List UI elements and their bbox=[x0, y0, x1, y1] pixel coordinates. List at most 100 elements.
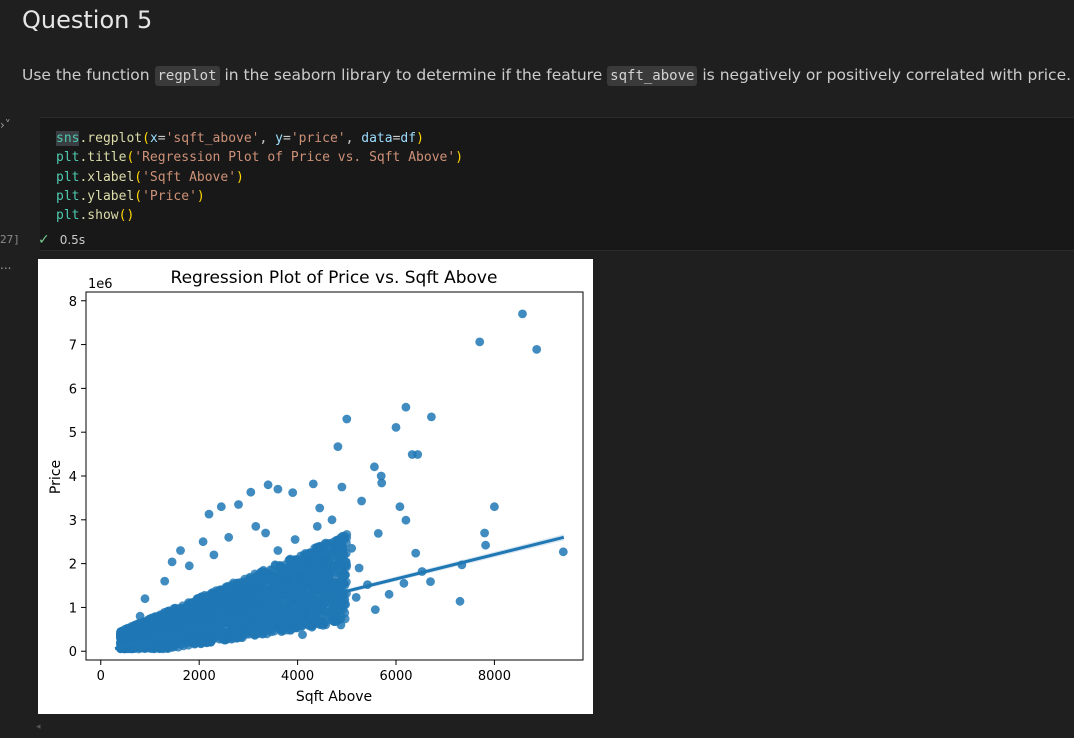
scatter-point bbox=[284, 610, 294, 620]
scatter-point bbox=[480, 528, 489, 538]
instruction-part-2: in the seaborn library to determine if t… bbox=[219, 66, 608, 84]
scatter-point bbox=[370, 462, 379, 472]
scatter-point bbox=[310, 548, 320, 558]
scatter-point bbox=[214, 607, 224, 617]
scatter-point bbox=[263, 480, 273, 490]
execution-count: 27] bbox=[0, 233, 20, 246]
scatter-point bbox=[167, 616, 177, 625]
scatter-point bbox=[337, 482, 347, 492]
instruction-part-3: is negatively or positively correlated w… bbox=[697, 66, 1072, 84]
code-token: .ylabel bbox=[79, 188, 135, 204]
scatter-point bbox=[327, 515, 337, 525]
scatter-point bbox=[322, 546, 331, 556]
scatter-point bbox=[171, 604, 181, 613]
scatter-point bbox=[238, 628, 247, 638]
scatter-point bbox=[273, 590, 283, 600]
scatter-point bbox=[490, 502, 499, 512]
scatter-point bbox=[253, 629, 262, 639]
scatter-point bbox=[427, 412, 436, 422]
collapse-toggle-icon[interactable]: ›˅ bbox=[0, 118, 11, 132]
scatter-point bbox=[219, 629, 229, 638]
scatter-point bbox=[273, 484, 283, 494]
scatter-point bbox=[208, 591, 217, 601]
execution-status: ✓ 0.5s bbox=[38, 232, 85, 248]
scatter-point bbox=[185, 604, 195, 614]
scatter-point bbox=[158, 613, 168, 622]
x-tick-label: 8000 bbox=[478, 669, 511, 684]
scatter-point bbox=[216, 502, 226, 512]
x-tick-label: 0 bbox=[97, 669, 105, 684]
scatter-point bbox=[263, 617, 272, 627]
scatter-point bbox=[128, 627, 138, 636]
scatter-point bbox=[134, 633, 144, 643]
code-token: .show bbox=[79, 208, 119, 224]
scatter-point bbox=[329, 600, 339, 609]
scatter-point bbox=[273, 546, 283, 555]
scatter-point bbox=[333, 442, 343, 451]
scatter-point bbox=[148, 617, 157, 627]
code-cell[interactable]: sns.regplot(x='sqft_above', y='price', d… bbox=[40, 117, 1074, 251]
code-token: plt bbox=[56, 188, 80, 204]
scatter-point bbox=[140, 594, 150, 604]
scatter-point bbox=[328, 541, 338, 550]
scatter-point bbox=[201, 597, 211, 607]
scatter-point bbox=[297, 556, 307, 565]
y-tick-label: 1 bbox=[69, 601, 77, 616]
scatter-point bbox=[259, 565, 268, 575]
scatter-point bbox=[240, 587, 250, 597]
code-token: plt bbox=[56, 169, 80, 185]
instruction-text: Use the function regplot in the seaborn … bbox=[22, 63, 1071, 88]
code-editor[interactable]: sns.regplot(x='sqft_above', y='price', d… bbox=[56, 131, 464, 224]
scatter-point bbox=[373, 529, 383, 538]
x-tick-label: 4000 bbox=[281, 669, 314, 684]
y-tick-label: 7 bbox=[69, 339, 77, 354]
code-token: .xlabel bbox=[79, 169, 135, 185]
code-token: 'Sqft Above' bbox=[142, 169, 237, 185]
scatter-point bbox=[395, 502, 405, 512]
scatter-point bbox=[304, 566, 313, 575]
scatter-point bbox=[246, 487, 256, 497]
scatter-point bbox=[198, 537, 208, 547]
check-icon: ✓ bbox=[38, 232, 50, 248]
question-heading: Question 5 bbox=[22, 6, 153, 34]
scatter-point bbox=[151, 642, 160, 651]
scatter-point bbox=[117, 626, 127, 636]
scatter-point bbox=[252, 587, 262, 597]
y-tick-label: 6 bbox=[69, 382, 77, 397]
output-more-icon[interactable]: ... bbox=[0, 258, 12, 272]
regression-line-group bbox=[114, 534, 565, 651]
scatter-point bbox=[315, 585, 324, 595]
scatter-point bbox=[327, 577, 337, 587]
scatter-point bbox=[336, 620, 346, 630]
scatter-point bbox=[164, 641, 174, 651]
execution-time: 0.5s bbox=[59, 233, 86, 247]
scatter-point bbox=[229, 593, 239, 602]
scatter-point bbox=[298, 630, 307, 639]
scatter-point bbox=[176, 546, 185, 555]
x-axis-label: Sqft Above bbox=[296, 689, 372, 705]
scatter-point bbox=[261, 528, 270, 538]
code-token: data bbox=[361, 131, 393, 146]
chart-title: Regression Plot of Price vs. Sqft Above bbox=[171, 268, 498, 288]
scatter-points bbox=[116, 309, 568, 654]
scatter-point bbox=[263, 573, 272, 582]
scatter-point bbox=[288, 488, 298, 497]
scroll-left-icon[interactable]: ◂ bbox=[36, 722, 41, 732]
scatter-point bbox=[455, 596, 465, 606]
scatter-point bbox=[294, 611, 304, 621]
scatter-point bbox=[320, 554, 330, 564]
x-axis-ticks: 0 2000 4000 6000 8000 bbox=[97, 660, 511, 684]
scatter-point bbox=[315, 503, 325, 513]
x-tick-label: 2000 bbox=[183, 669, 216, 684]
scatter-point bbox=[207, 608, 217, 618]
scatter-point bbox=[310, 561, 320, 570]
code-token: 'sqft_above' bbox=[165, 131, 260, 146]
code-token: y bbox=[275, 131, 283, 146]
scatter-point bbox=[234, 500, 243, 509]
y-tick-label: 3 bbox=[69, 514, 77, 529]
scatter-point bbox=[329, 561, 339, 571]
scatter-point bbox=[336, 595, 346, 604]
scatter-point bbox=[245, 581, 255, 591]
scatter-point bbox=[338, 544, 348, 553]
scatter-point bbox=[305, 602, 314, 612]
